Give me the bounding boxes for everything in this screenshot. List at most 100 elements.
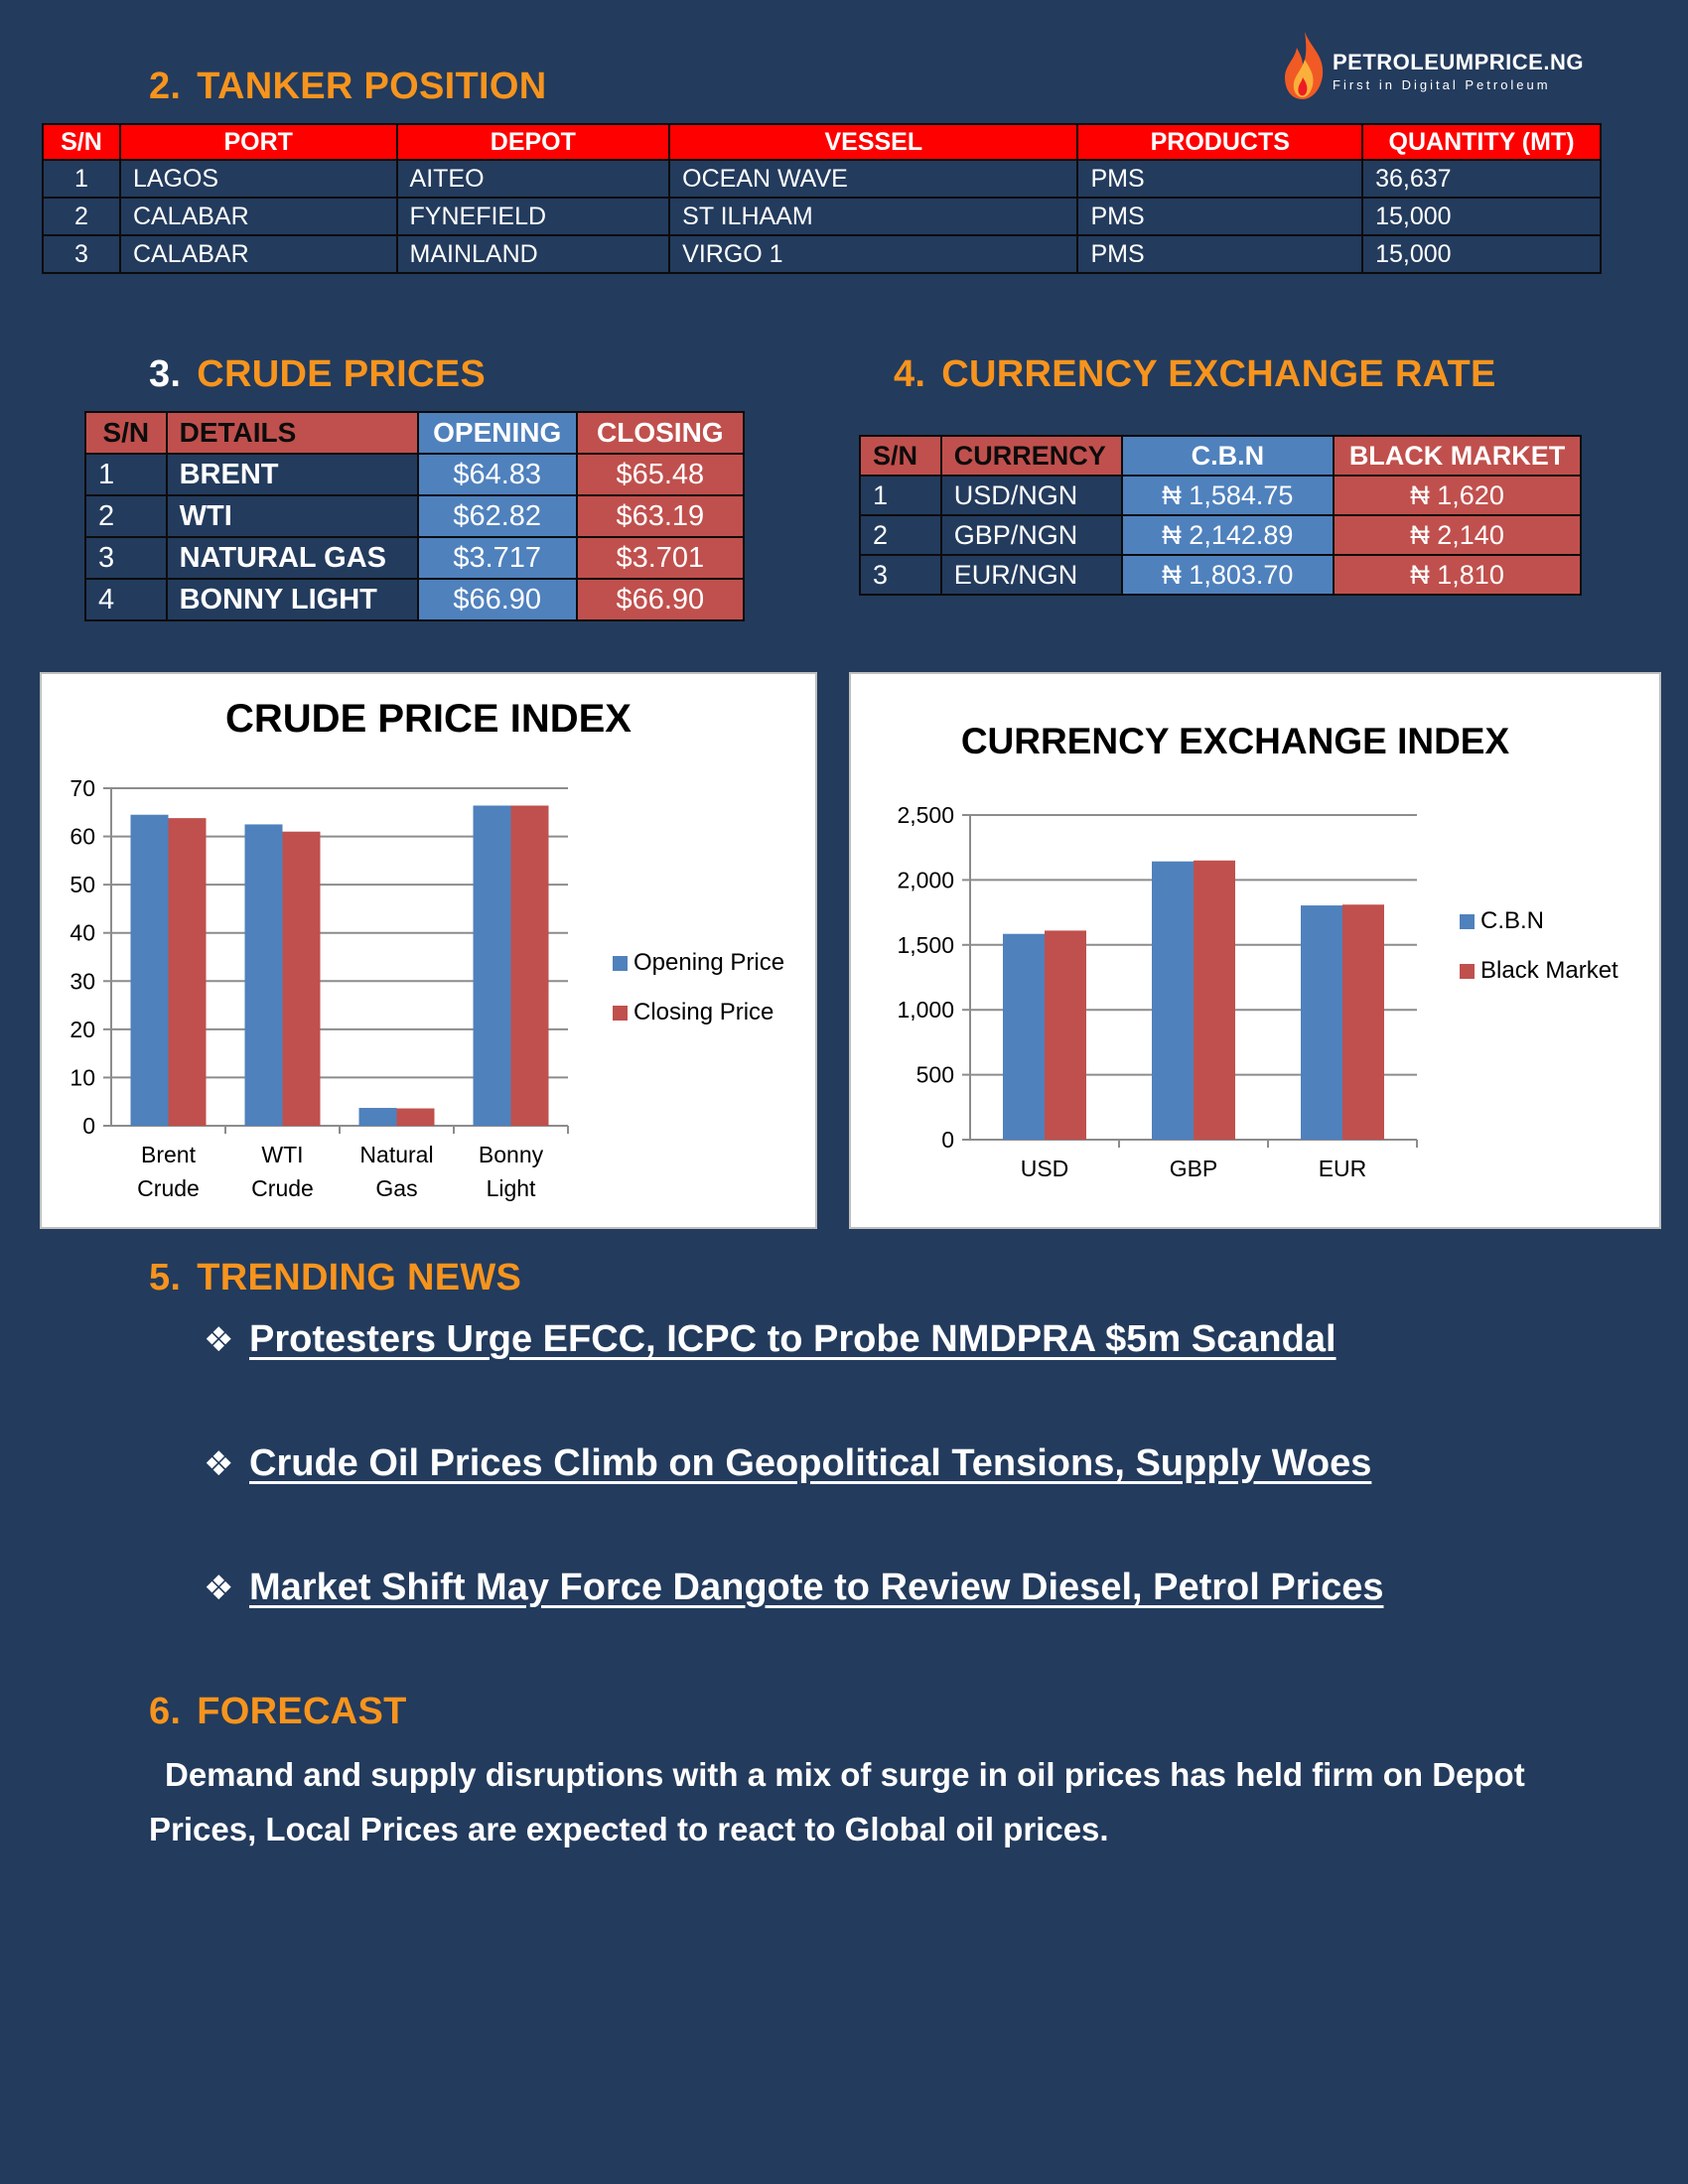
currency-section-number: 4. <box>894 353 926 395</box>
currency-cell-pair: USD/NGN <box>939 475 1123 516</box>
currency-exchange-chart-svg: CURRENCY EXCHANGE INDEX 0 500 1,000 1,500 2,0… <box>897 721 1618 1181</box>
table-row: 3 EUR/NGN ₦ 1,803.70 ₦ 1,810 <box>859 554 1582 596</box>
crude-header-opening: OPENING <box>416 411 578 455</box>
crude-cell-opening: $64.83 <box>416 453 578 496</box>
x-tick-label: Gas <box>375 1175 417 1201</box>
y-tick-label: 1,000 <box>897 997 954 1023</box>
table-row: 2 CALABAR FYNEFIELD ST ILHAAM PMS 15,000 <box>42 197 1602 236</box>
tanker-section-title: 2. TANKER POSITION <box>149 66 546 108</box>
currency-section-title: 4. CURRENCY EXCHANGE RATE <box>894 353 1496 396</box>
bar-opening-price <box>244 824 283 1126</box>
logo: PETROLEUMPRICE.NG First in Digital Petro… <box>1281 30 1599 104</box>
tanker-cell-sn: 1 <box>42 159 121 199</box>
news-link-2[interactable]: Crude Oil Prices Climb on Geopolitical T… <box>249 1442 1372 1484</box>
table-row: 1 USD/NGN ₦ 1,584.75 ₦ 1,620 <box>859 475 1582 516</box>
currency-cell-black-market: ₦ 2,140 <box>1333 514 1582 556</box>
tanker-cell-sn: 2 <box>42 197 121 236</box>
crude-cell-details: BONNY LIGHT <box>165 578 419 621</box>
table-row: 1 LAGOS AITEO OCEAN WAVE PMS 36,637 <box>42 159 1602 199</box>
tanker-cell-port: CALABAR <box>118 234 398 274</box>
currency-cell-black-market: ₦ 1,810 <box>1333 554 1582 596</box>
bar-black-market <box>1194 860 1235 1140</box>
crude-cell-closing: $65.48 <box>575 453 746 496</box>
y-tick-label: 1,500 <box>897 932 954 958</box>
crude-section-heading: CRUDE PRICES <box>197 353 487 395</box>
tanker-cell-port: CALABAR <box>118 197 398 236</box>
currency-cell-cbn: ₦ 1,803.70 <box>1120 554 1336 596</box>
bar-closing-price <box>282 831 321 1126</box>
bar-closing-price <box>396 1108 435 1126</box>
tanker-cell-vessel: ST ILHAAM <box>668 197 1079 236</box>
currency-header-currency: CURRENCY <box>939 435 1123 477</box>
crude-cell-closing: $63.19 <box>575 494 746 538</box>
y-tick-label: 10 <box>70 1064 95 1090</box>
tanker-cell-depot: AITEO <box>395 159 671 199</box>
table-row: 1 BRENT $64.83 $65.48 <box>84 453 746 496</box>
currency-exchange-index-chart: CURRENCY EXCHANGE INDEX 0 500 1,000 1,500 2,0… <box>849 672 1661 1229</box>
bar-opening-price <box>473 805 511 1126</box>
logo-tagline: First in Digital Petroleum <box>1333 77 1551 92</box>
crude-section-title: 3. CRUDE PRICES <box>149 353 486 396</box>
crude-header-row: S/N DETAILS OPENING CLOSING <box>84 411 746 455</box>
chart-title: CRUDE PRICE INDEX <box>225 697 632 741</box>
tanker-section-heading: TANKER POSITION <box>197 66 547 107</box>
crude-cell-opening: $62.82 <box>416 494 578 538</box>
tanker-header-quantity: QUANTITY (MT) <box>1361 123 1602 161</box>
table-row: 3 NATURAL GAS $3.717 $3.701 <box>84 536 746 580</box>
news-bullet-icon: ❖ <box>204 1570 234 1607</box>
crude-cell-opening: $3.717 <box>416 536 578 580</box>
currency-cell-sn: 2 <box>859 514 942 556</box>
x-tick-label: Bonny <box>479 1142 544 1167</box>
forecast-section-heading: FORECAST <box>197 1691 407 1732</box>
table-row: 2 WTI $62.82 $63.19 <box>84 494 746 538</box>
x-tick-label: Light <box>487 1175 536 1201</box>
bar-c-b-n <box>1152 861 1194 1140</box>
crude-price-index-chart: CRUDE PRICE INDEX 0 10 20 30 40 50 60 70 Brent Cru… <box>40 672 817 1229</box>
bar-black-market <box>1045 930 1086 1140</box>
y-tick-label: 500 <box>916 1062 954 1088</box>
crude-cell-details: BRENT <box>165 453 419 496</box>
crude-section-number: 3. <box>149 353 182 395</box>
forecast-section-title: 6. FORECAST <box>149 1691 407 1733</box>
y-tick-label: 2,000 <box>897 867 954 892</box>
news-item: ❖ Protesters Urge EFCC, ICPC to Probe NMD… <box>204 1318 1336 1361</box>
bar-opening-price <box>130 814 169 1126</box>
legend-swatch <box>1460 964 1475 979</box>
tanker-cell-port: LAGOS <box>118 159 398 199</box>
legend-label: Opening Price <box>633 949 784 976</box>
y-tick-label: 30 <box>70 968 95 994</box>
crude-cell-sn: 2 <box>84 494 168 538</box>
tanker-cell-product: PMS <box>1076 234 1364 274</box>
news-section-number: 5. <box>149 1257 182 1298</box>
y-tick-label: 40 <box>70 920 95 946</box>
currency-header-black-market: BLACK MARKET <box>1333 435 1582 477</box>
y-tick-label: 2,500 <box>897 802 954 828</box>
y-tick-label: 20 <box>70 1017 95 1042</box>
legend-label: Closing Price <box>633 999 774 1025</box>
x-tick-label: EUR <box>1319 1156 1367 1181</box>
crude-header-details: DETAILS <box>165 411 419 455</box>
news-link-1[interactable]: Protesters Urge EFCC, ICPC to Probe NMDP… <box>249 1318 1336 1360</box>
crude-cell-details: WTI <box>165 494 419 538</box>
crude-price-chart-svg: CRUDE PRICE INDEX 0 10 20 30 40 50 60 70 Brent Cru… <box>70 697 784 1201</box>
legend-swatch <box>1460 914 1475 929</box>
bar-closing-price <box>510 805 549 1126</box>
legend-label: Black Market <box>1480 957 1618 984</box>
tanker-header-sn: S/N <box>42 123 121 161</box>
currency-cell-pair: GBP/NGN <box>939 514 1123 556</box>
tanker-cell-product: PMS <box>1076 159 1364 199</box>
x-tick-label: GBP <box>1170 1156 1218 1181</box>
table-row: 4 BONNY LIGHT $66.90 $66.90 <box>84 578 746 621</box>
crude-cell-opening: $66.90 <box>416 578 578 621</box>
currency-cell-cbn: ₦ 2,142.89 <box>1120 514 1336 556</box>
tanker-cell-depot: MAINLAND <box>395 234 671 274</box>
bar-opening-price <box>358 1108 397 1126</box>
crude-cell-sn: 3 <box>84 536 168 580</box>
news-link-3[interactable]: Market Shift May Force Dangote to Review… <box>249 1567 1384 1608</box>
tanker-header-depot: DEPOT <box>395 123 671 161</box>
forecast-section-number: 6. <box>149 1691 182 1732</box>
legend-swatch <box>613 1006 628 1021</box>
crude-cell-sn: 4 <box>84 578 168 621</box>
forecast-text: Demand and supply disruptions with a mix… <box>149 1747 1589 1856</box>
y-tick-label: 50 <box>70 872 95 897</box>
